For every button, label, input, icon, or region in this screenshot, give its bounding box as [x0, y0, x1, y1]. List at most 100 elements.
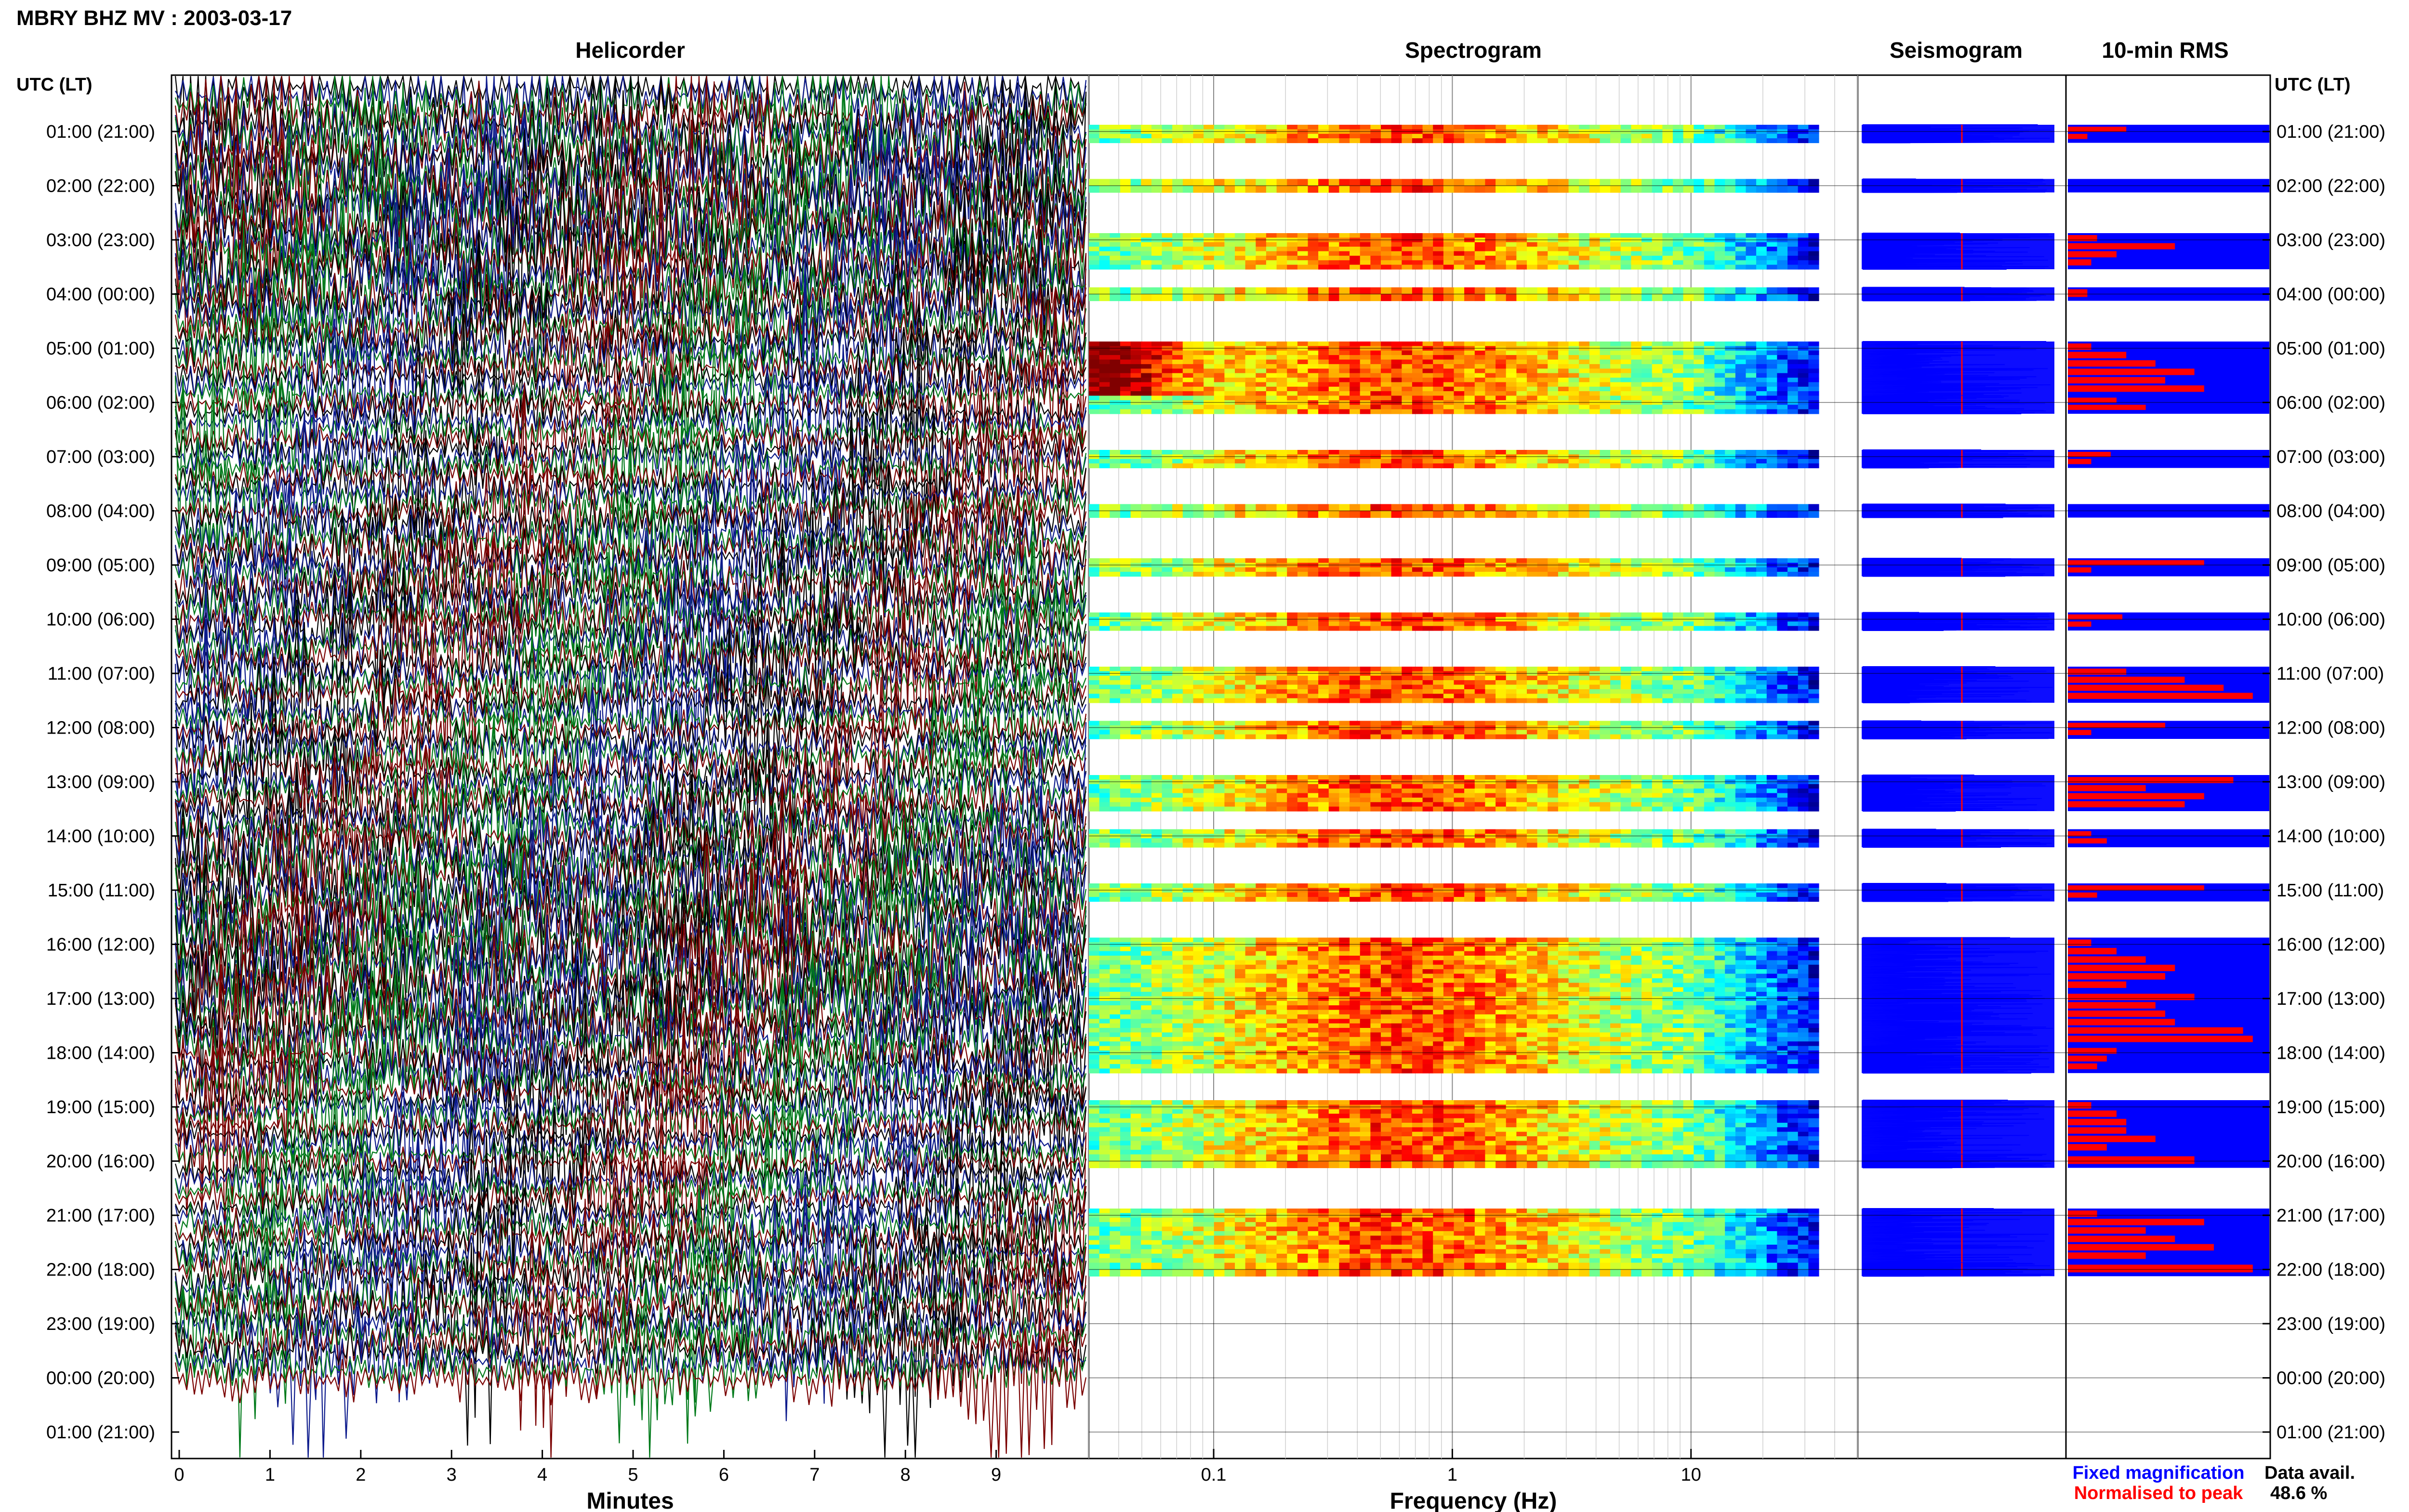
time-label-left: 23:00 (19:00) — [46, 1314, 155, 1334]
time-label-left: 17:00 (13:00) — [46, 989, 155, 1009]
time-axis-header-left: UTC (LT) — [16, 75, 93, 95]
spectrogram-x-tick-label: 1 — [1447, 1465, 1457, 1485]
helicorder-trace — [175, 202, 1087, 455]
helicorder-trace — [174, 1129, 1087, 1346]
data-avail-label: Data avail. — [2264, 1463, 2355, 1483]
time-label-left: 14:00 (10:00) — [46, 827, 155, 847]
helicorder-x-tick-label: 8 — [900, 1465, 911, 1485]
time-axis-labels-left: 01:00 (21:00) 02:00 (22:00) 03:00 (23:00) 0… — [46, 122, 179, 1443]
rms-bar — [2068, 243, 2175, 250]
helicorder-trace — [174, 394, 1087, 627]
time-label-left: 19:00 (15:00) — [46, 1097, 155, 1118]
helicorder-trace — [175, 562, 1087, 753]
rms-bar — [2068, 777, 2234, 783]
rms-bar — [2068, 964, 2175, 972]
helicorder-trace — [174, 845, 1087, 1100]
rms-bar — [2068, 1210, 2097, 1217]
rms-band — [2068, 667, 2269, 703]
spectrogram-gridlines — [1088, 75, 1858, 1459]
helicorder-trace — [174, 991, 1087, 1254]
helicorder-trace — [174, 897, 1087, 1155]
rms-bar — [2068, 730, 2091, 736]
time-label-right: 12:00 (08:00) — [2277, 718, 2385, 738]
rms-bar — [2068, 621, 2091, 627]
time-label-right: 03:00 (23:00) — [2277, 230, 2385, 250]
time-label-right: 14:00 (10:00) — [2277, 827, 2385, 847]
rms-band — [2068, 937, 2269, 992]
spectrogram-band — [1089, 1154, 1819, 1169]
spectrogram-band — [1089, 775, 1819, 812]
hour-gridlines — [1089, 131, 2270, 1433]
helicorder-trace — [174, 1227, 1087, 1458]
time-label-right: 22:00 (18:00) — [2277, 1260, 2385, 1280]
time-label-right: 17:00 (13:00) — [2277, 989, 2385, 1009]
time-label-left: 11:00 (07:00) — [48, 664, 155, 684]
seismogram-band — [1862, 666, 2054, 703]
seismogram-band — [1862, 991, 2054, 1047]
helicorder-trace — [174, 964, 1087, 1200]
time-label-right: 00:00 (20:00) — [2277, 1368, 2385, 1389]
rms-bar — [2068, 801, 2185, 808]
spectrogram-band — [1089, 179, 1819, 193]
helicorder-trace — [174, 1047, 1087, 1248]
seismogram-band — [1862, 1045, 2054, 1074]
spectrogram-band — [1089, 233, 1819, 270]
rms-bar — [2068, 1010, 2165, 1017]
helicorder-trace — [174, 544, 1087, 718]
rms-bar — [2068, 838, 2107, 844]
rms-bar — [2068, 1252, 2146, 1259]
rms-bar — [2068, 676, 2185, 683]
time-label-left: 05:00 (01:00) — [46, 339, 155, 359]
time-label-right: 23:00 (19:00) — [2277, 1314, 2385, 1334]
rms-bar — [2068, 956, 2146, 963]
time-label-left: 12:00 (08:00) — [46, 718, 155, 738]
helicorder-trace — [174, 873, 1087, 1084]
seismogram-band — [1862, 233, 2054, 270]
rms-title: 10-min RMS — [2102, 38, 2228, 63]
seismogram-band — [1862, 395, 2054, 414]
time-label-right: 04:00 (00:00) — [2277, 285, 2385, 305]
time-label-right: 19:00 (15:00) — [2277, 1097, 2385, 1118]
helicorder-x-tick-label: 6 — [719, 1465, 729, 1485]
time-label-left: 02:00 (22:00) — [46, 176, 155, 197]
helicorder-trace — [174, 420, 1087, 614]
rms-bar — [2068, 251, 2117, 258]
rms-band — [2068, 1100, 2269, 1155]
rms-band — [2068, 612, 2269, 631]
spectrogram-band — [1089, 558, 1819, 577]
helicorder-x-tick-label: 5 — [628, 1465, 638, 1485]
time-axis-header-right: UTC (LT) — [2275, 75, 2351, 95]
helicorder-trace — [174, 501, 1087, 740]
helicorder-trace — [174, 291, 1087, 499]
rms-bar — [2068, 723, 2165, 728]
helicorder-trace — [174, 801, 1087, 1053]
seismogram-band — [1862, 1100, 2054, 1155]
helicorder-trace — [174, 683, 1087, 894]
helicorder-x-tick-label: 7 — [809, 1465, 820, 1485]
rms-bar — [2068, 614, 2123, 620]
helicorder-trace — [174, 76, 1087, 259]
spectrogram-band — [1089, 829, 1819, 848]
time-label-right: 01:00 (21:00) — [2277, 1422, 2385, 1443]
seismogram-band — [1862, 937, 2054, 992]
spectrogram-x-tick-label: 0.1 — [1201, 1465, 1227, 1485]
rms-bar — [2068, 939, 2091, 946]
time-label-left: 01:00 (21:00) — [46, 122, 155, 142]
rms-bar — [2068, 133, 2088, 139]
helicorder-trace — [174, 104, 1087, 394]
helicorder-trace — [174, 722, 1087, 937]
helicorder-trace — [174, 657, 1087, 870]
rms-band — [2068, 342, 2269, 396]
helicorder-x-tick-label: 1 — [265, 1465, 275, 1485]
spectrogram-band — [1089, 992, 1819, 1047]
time-label-left: 07:00 (03:00) — [46, 447, 155, 467]
helicorder-trace — [174, 565, 1087, 799]
helicorder-trace — [174, 296, 1086, 500]
helicorder-trace — [175, 653, 1087, 871]
seismogram-band — [1862, 612, 2054, 631]
data-avail-value: 48.6 % — [2270, 1483, 2327, 1503]
helicorder-trace — [174, 514, 1087, 750]
helicorder-trace — [175, 1057, 1087, 1260]
rms-bar — [2068, 693, 2253, 699]
spectrogram-band — [1089, 287, 1819, 302]
